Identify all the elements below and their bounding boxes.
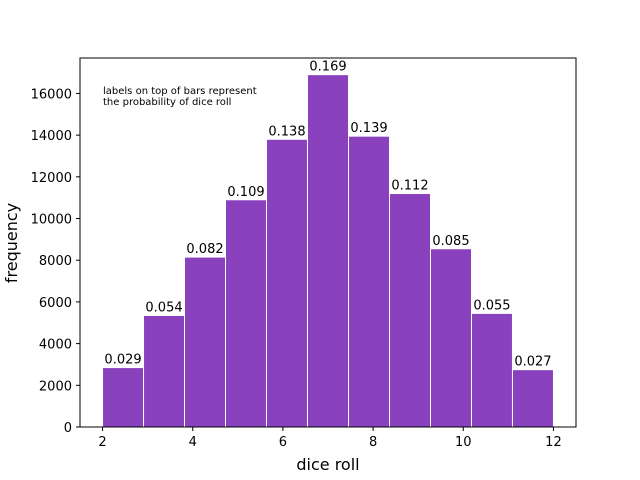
y-tick-label-2000: 2000 bbox=[39, 379, 72, 394]
annotation-line-1: labels on top of bars represent bbox=[103, 86, 257, 97]
bar-5 bbox=[265, 138, 308, 428]
bar-1 bbox=[102, 367, 145, 428]
bar-9 bbox=[429, 248, 472, 428]
bar-label-5: 0.138 bbox=[268, 124, 305, 139]
bar-3 bbox=[184, 256, 227, 428]
bar-label-4: 0.109 bbox=[227, 185, 264, 200]
x-axis: 2 4 6 8 10 12 bbox=[98, 427, 562, 450]
bar-label-7: 0.139 bbox=[350, 121, 387, 136]
x-axis-title: dice roll bbox=[296, 455, 359, 474]
plot-frame bbox=[79, 57, 577, 428]
bar-label-8: 0.112 bbox=[391, 179, 428, 194]
bar-label-6: 0.169 bbox=[309, 60, 346, 75]
bar-label-10: 0.055 bbox=[473, 298, 510, 313]
x-tick-label-4: 4 bbox=[189, 435, 197, 450]
bar-2 bbox=[143, 314, 186, 428]
y-tick-label-12000: 12000 bbox=[31, 171, 72, 186]
y-tick-label-10000: 10000 bbox=[31, 213, 72, 228]
y-axis: 0 2000 4000 6000 8000 10000 12000 14000 16000 bbox=[31, 87, 80, 436]
x-tick-label-2: 2 bbox=[98, 435, 106, 450]
bar-label-3: 0.082 bbox=[186, 242, 223, 257]
bar-8 bbox=[389, 193, 431, 428]
y-axis-title: frequency bbox=[2, 203, 21, 283]
y-tick-label-16000: 16000 bbox=[31, 87, 72, 102]
x-tick-label-12: 12 bbox=[545, 435, 562, 450]
x-tick-label-10: 10 bbox=[455, 435, 472, 450]
bar-7 bbox=[348, 135, 391, 428]
y-tick-label-8000: 8000 bbox=[39, 254, 72, 269]
annotation-line-2: the probability of dice roll bbox=[103, 97, 231, 108]
y-tick-label-14000: 14000 bbox=[31, 129, 72, 144]
bar-label-2: 0.054 bbox=[145, 300, 182, 315]
bar-label-9: 0.085 bbox=[432, 234, 469, 249]
x-tick-label-8: 8 bbox=[369, 435, 377, 450]
bar-11 bbox=[511, 369, 554, 428]
x-tick-label-6: 6 bbox=[279, 435, 287, 450]
bar-6 bbox=[306, 74, 350, 428]
bar-label-11: 0.027 bbox=[514, 355, 551, 370]
y-tick-label-0: 0 bbox=[64, 421, 72, 436]
bar-label-1: 0.029 bbox=[104, 353, 141, 368]
bars-group bbox=[102, 74, 554, 428]
bar-4 bbox=[225, 199, 267, 428]
y-tick-label-6000: 6000 bbox=[39, 296, 72, 311]
bar-10 bbox=[470, 312, 513, 428]
y-tick-label-4000: 4000 bbox=[39, 338, 72, 353]
bar-labels-group: 0.029 0.054 0.082 0.109 0.138 0.169 0.139 0.112… bbox=[104, 60, 551, 370]
